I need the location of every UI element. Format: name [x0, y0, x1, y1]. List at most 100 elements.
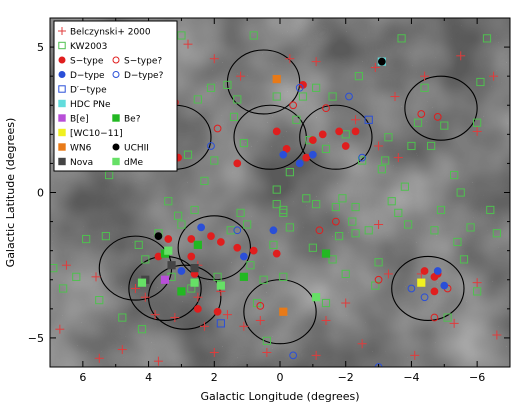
point-kw2003 [82, 234, 91, 244]
point-d-type [308, 150, 317, 159]
series-b-e [160, 275, 170, 284]
legend-marker-d-type [112, 71, 120, 78]
point-kw2003 [118, 313, 127, 322]
point-belczynski-2000 [370, 62, 380, 72]
point-s-type [308, 136, 317, 145]
point-kw2003 [95, 296, 104, 305]
point-kw2003 [351, 229, 360, 238]
point-kw2003 [354, 72, 363, 81]
point-kw2003 [246, 261, 255, 270]
point-belczynski-2000 [357, 339, 367, 349]
point-kw2003 [272, 92, 281, 101]
legend-item-b-e: B[e] [58, 114, 89, 125]
point-s-type [430, 287, 439, 296]
legend-marker-kw2003 [58, 41, 66, 50]
point-kw2003 [101, 232, 110, 241]
point-d-type [295, 83, 304, 92]
point-kw2003 [456, 188, 465, 197]
point-d-type [295, 159, 304, 168]
point-kw2003 [285, 223, 294, 232]
point-belczynski-2000 [420, 71, 430, 81]
point-s-type [322, 104, 330, 113]
point-belczynski-2000 [183, 39, 193, 49]
point-s-type [207, 232, 215, 240]
point-s-type [430, 313, 439, 322]
point-s-type [282, 145, 291, 153]
point-nova [167, 261, 176, 270]
point-kw2003 [279, 272, 288, 281]
x-tick-label: 0 [277, 371, 284, 384]
point-kw2003 [473, 118, 482, 127]
point-kw2003 [183, 150, 193, 159]
legend-marker-s-type [58, 56, 66, 64]
axis-ticks: 6 4 2 0 −2 −4 −6 5 0 −5 [28, 17, 511, 384]
point-s-type [164, 235, 173, 243]
point-s-type [289, 101, 298, 110]
legend-label-b-e: B[e] [70, 115, 89, 125]
legend-item-kw2003: KW2003 [58, 41, 107, 52]
point-kw2003 [374, 258, 383, 267]
series-uchii [154, 57, 386, 240]
point-be [177, 287, 186, 296]
point-belczynski-2000 [383, 269, 393, 279]
point-dme [164, 246, 173, 255]
point-kw2003 [371, 281, 380, 290]
point-d-type [177, 267, 186, 275]
point-kw2003 [436, 205, 446, 215]
point-belczynski-2000 [374, 141, 384, 151]
point-kw2003 [394, 208, 403, 217]
point-s-type [216, 238, 225, 246]
point-s-type [213, 307, 222, 316]
point-s-type [187, 235, 196, 243]
point-kw2003 [450, 170, 459, 180]
point-kw2003 [298, 92, 308, 101]
legend-item-wc10-11: [WC10−11] [58, 128, 123, 139]
point-kw2003 [440, 121, 449, 130]
y-tick-label: 5 [37, 41, 44, 54]
point-belczynski-2000 [209, 54, 219, 64]
legend-marker-s-type [112, 56, 120, 64]
legend-label-be: Be? [124, 115, 141, 125]
x-axis-title: Galactic Longitude (degrees) [200, 390, 359, 403]
point-be [239, 272, 248, 281]
x-tick-label: 2 [211, 371, 218, 384]
point-kw2003 [486, 205, 495, 215]
point-d-type [197, 223, 206, 232]
point-d-type [420, 293, 429, 302]
point-belczynski-2000 [150, 310, 160, 320]
survey-field-circle [299, 104, 373, 170]
legend-label-nova: Nova [70, 158, 93, 168]
point-kw2003 [321, 298, 331, 308]
series-d-type [177, 150, 449, 290]
point-s-type [233, 159, 242, 168]
point-kw2003 [430, 226, 439, 235]
point-kw2003 [348, 217, 357, 226]
point-d-type [358, 153, 367, 162]
point-belczynski-2000 [393, 153, 403, 163]
point-s-type [417, 110, 426, 118]
point-kw2003 [243, 220, 252, 229]
point-dme [216, 281, 225, 290]
point-belczynski-2000 [55, 324, 65, 334]
point-s-type [193, 304, 202, 313]
point-kw2003 [404, 220, 413, 229]
survey-field-circle [391, 255, 465, 322]
x-tick-label: −4 [403, 371, 419, 384]
point-kw2003 [328, 92, 337, 101]
point-kw2003 [387, 197, 396, 206]
point-s-type [335, 127, 344, 136]
legend-marker-hdc-pne [58, 99, 66, 108]
legend-item-d-type: D−type? [112, 71, 164, 81]
point-nova [190, 264, 199, 273]
legend-marker-wc10-11 [58, 128, 66, 137]
point-belczynski-2000 [193, 292, 203, 302]
legend-item-nova: Nova [58, 157, 93, 168]
point-kw2003 [335, 232, 344, 241]
point-kw2003 [341, 269, 350, 279]
series-d-type [207, 83, 429, 367]
point-belczynski-2000 [140, 292, 150, 302]
survey-field-circle [404, 75, 478, 141]
point-wc10-11 [417, 278, 426, 287]
point-kw2003 [262, 336, 271, 345]
